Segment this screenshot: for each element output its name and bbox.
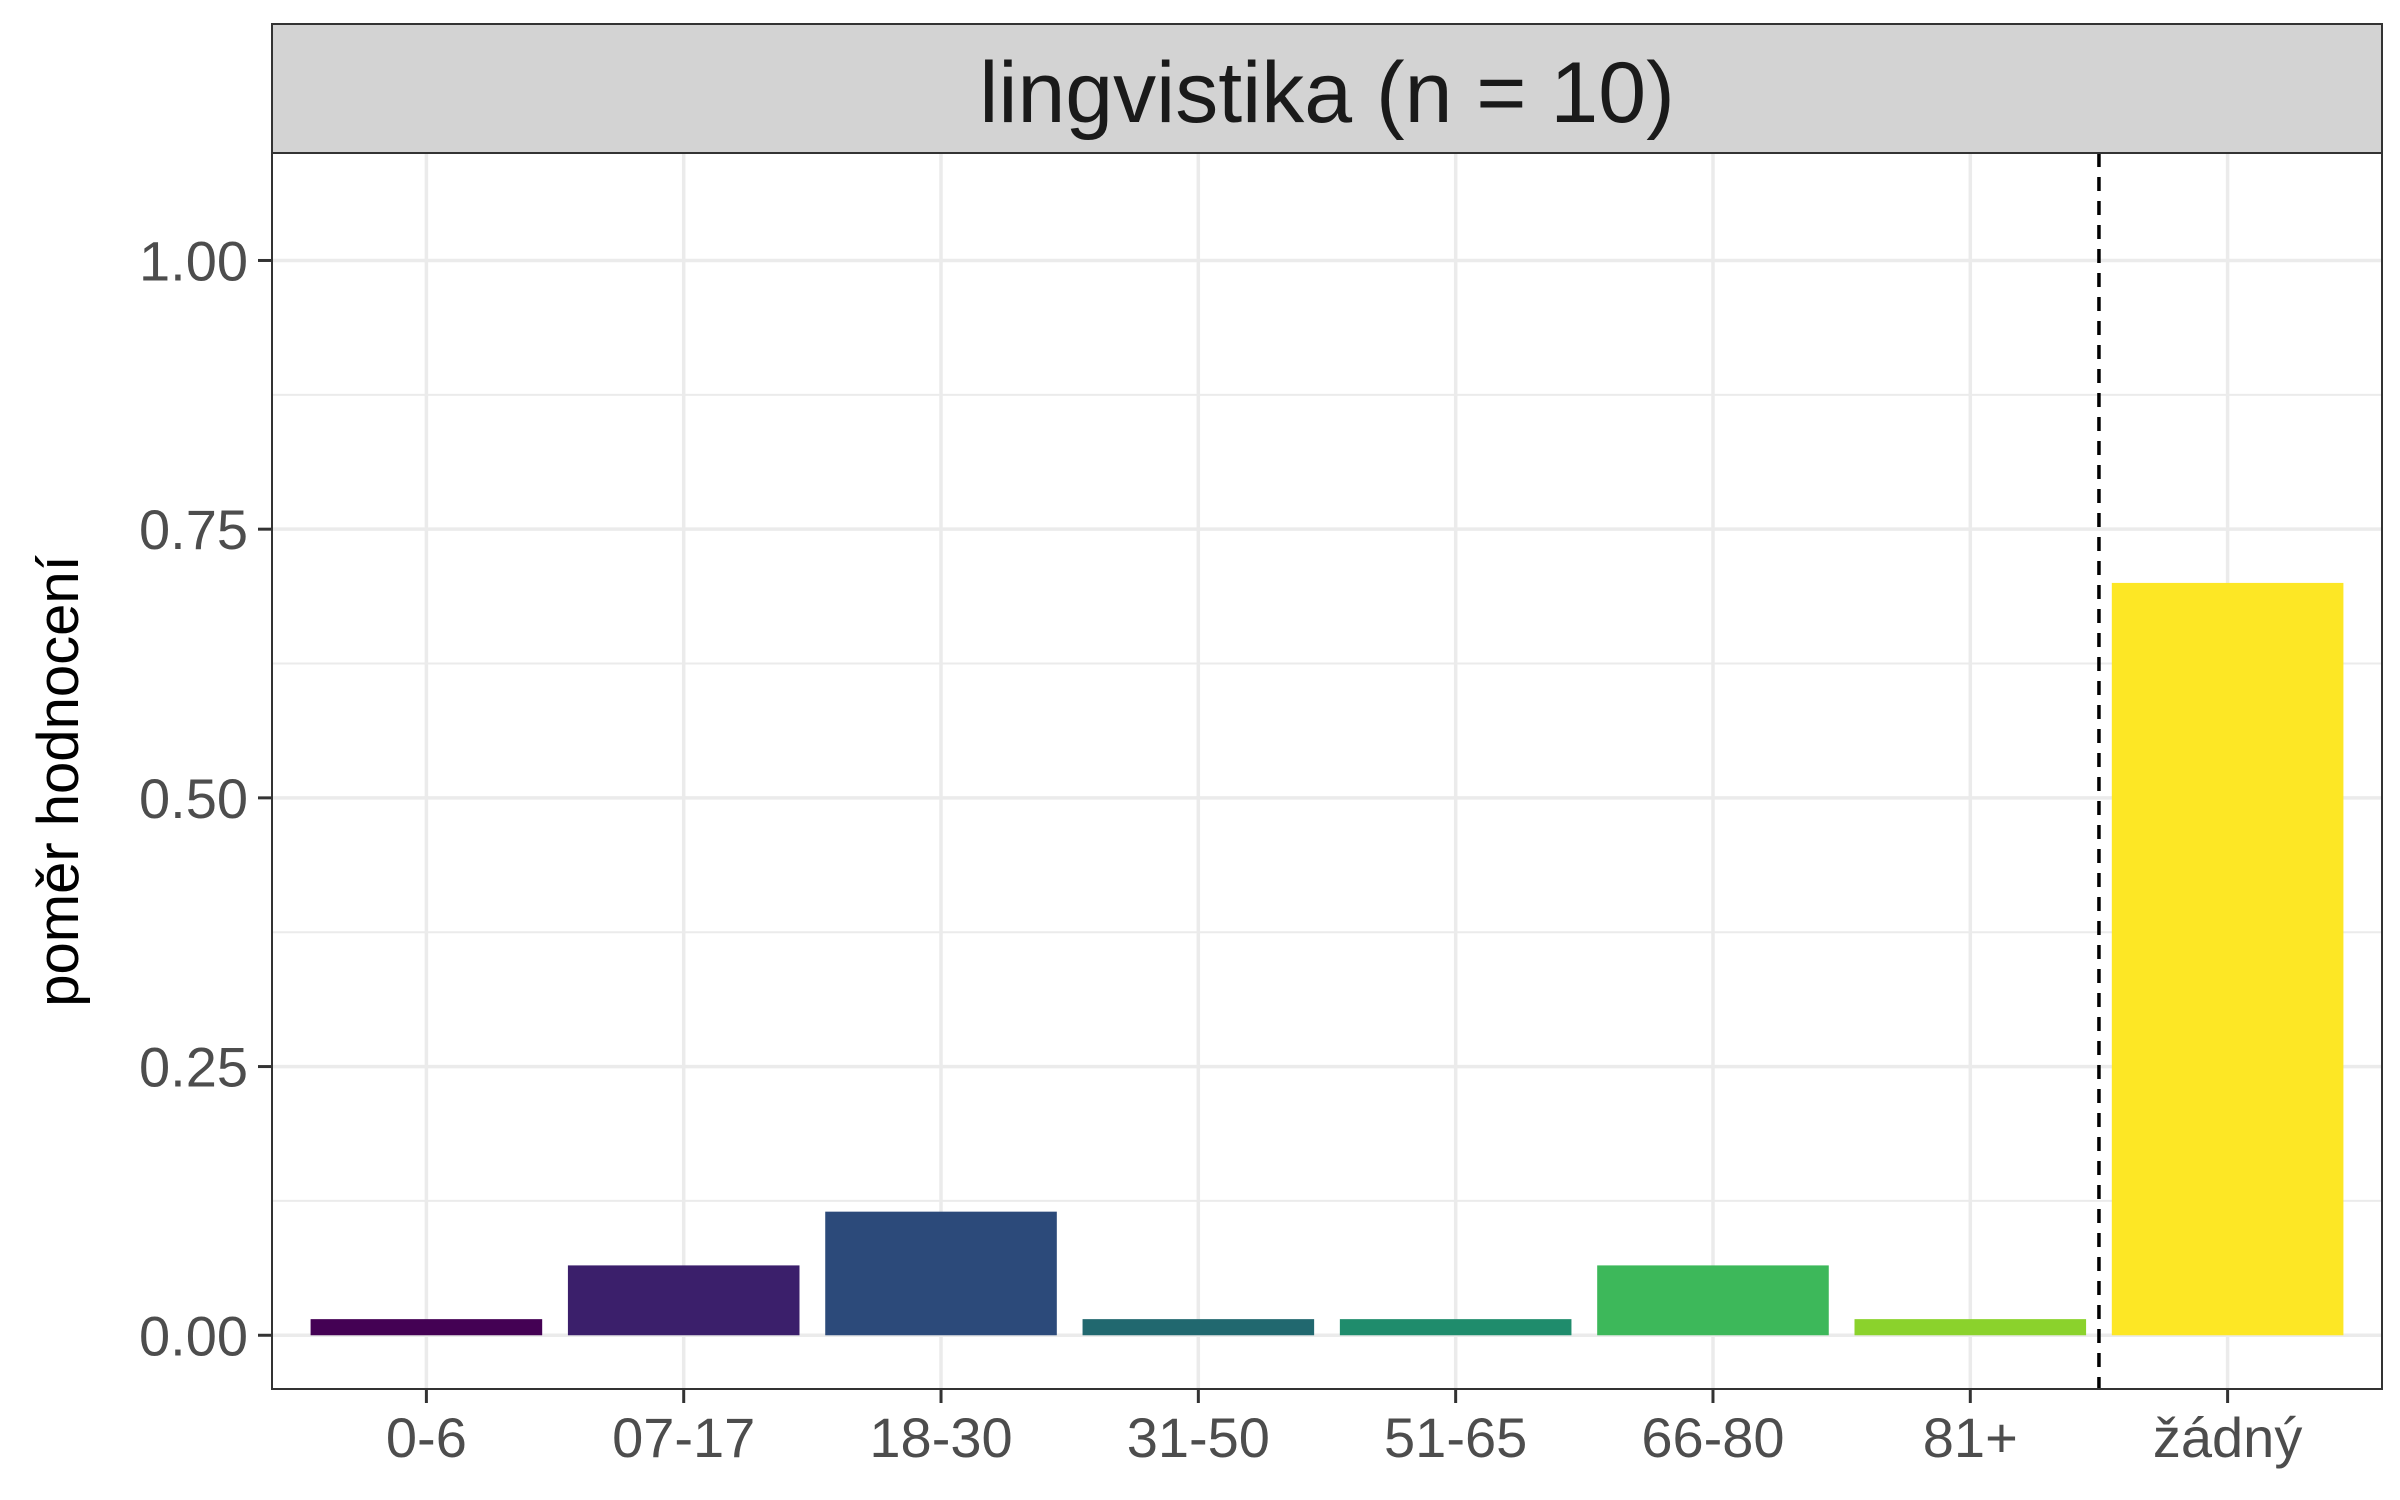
bar-81+ xyxy=(1854,1319,2087,1336)
bar-31-50 xyxy=(1082,1319,1315,1336)
y-tick-label: 0.25 xyxy=(139,1036,248,1099)
bars-layer xyxy=(310,582,2344,1336)
bar-18-30 xyxy=(825,1211,1057,1336)
bar-žádný xyxy=(2111,582,2344,1336)
y-axis-title: poměr hodnocení xyxy=(26,555,91,1006)
bar-66-80 xyxy=(1597,1265,1829,1336)
bar-0-6 xyxy=(310,1319,543,1336)
bar-51-65 xyxy=(1339,1319,1572,1336)
y-tick-label: 0.00 xyxy=(139,1304,248,1367)
y-tick-label: 1.00 xyxy=(139,229,248,292)
bar-07-17 xyxy=(567,1265,800,1336)
y-tick-label: 0.50 xyxy=(139,767,248,830)
x-tick-label: 31-50 xyxy=(1127,1406,1270,1469)
x-tick-label: 66-80 xyxy=(1641,1406,1784,1469)
facet-title: lingvistika (n = 10) xyxy=(979,45,1674,141)
x-axis: 0-6 07-17 18-30 31-50 51-65 66-80 81+ žádný xyxy=(386,1389,2302,1469)
x-tick-label: 07-17 xyxy=(612,1406,755,1469)
x-tick-label: 18-30 xyxy=(869,1406,1012,1469)
facet-strip xyxy=(271,23,2383,154)
panel-border xyxy=(271,152,2383,1390)
x-tick-label: žádný xyxy=(2153,1406,2302,1469)
x-tick-label: 51-65 xyxy=(1384,1406,1527,1469)
grid-layer xyxy=(272,153,2382,1389)
y-axis: 0.00 0.25 0.50 0.75 1.00 xyxy=(139,229,272,1367)
y-tick-label: 0.75 xyxy=(139,498,248,561)
x-tick-label: 81+ xyxy=(1923,1406,2018,1469)
x-tick-label: 0-6 xyxy=(386,1406,467,1469)
